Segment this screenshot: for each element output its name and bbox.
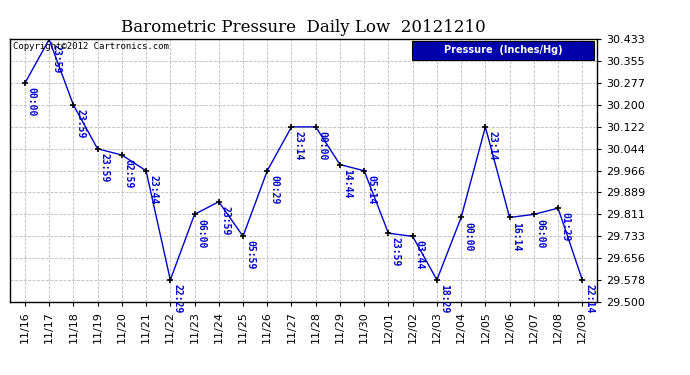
Text: Copyright©2012 Cartronics.com: Copyright©2012 Cartronics.com [13, 42, 169, 51]
Text: 18:29: 18:29 [439, 284, 449, 314]
Text: 23:44: 23:44 [148, 175, 158, 204]
Text: 05:14: 05:14 [366, 175, 376, 204]
Text: 23:59: 23:59 [391, 237, 400, 267]
Text: 00:29: 00:29 [269, 175, 279, 204]
Text: 02:59: 02:59 [124, 159, 134, 189]
Text: 00:00: 00:00 [463, 222, 473, 251]
Text: 22:14: 22:14 [584, 284, 594, 314]
Title: Barometric Pressure  Daily Low  20121210: Barometric Pressure Daily Low 20121210 [121, 20, 486, 36]
Text: Pressure  (Inches/Hg): Pressure (Inches/Hg) [444, 45, 562, 56]
Text: 23:59: 23:59 [75, 109, 86, 138]
Text: 06:00: 06:00 [535, 219, 546, 248]
Text: 00:00: 00:00 [27, 87, 37, 117]
Text: 05:59: 05:59 [245, 240, 255, 270]
Text: 23:14: 23:14 [487, 131, 497, 160]
Text: 23:14: 23:14 [293, 131, 304, 160]
Text: 22:29: 22:29 [172, 284, 182, 314]
Text: 14:44: 14:44 [342, 169, 352, 198]
Text: 23:59: 23:59 [51, 44, 61, 73]
Text: 03:44: 03:44 [415, 240, 424, 270]
Text: 16:14: 16:14 [511, 222, 522, 251]
Text: 01:29: 01:29 [560, 212, 570, 242]
FancyBboxPatch shape [412, 41, 594, 60]
Text: 00:00: 00:00 [317, 131, 328, 160]
Text: 23:59: 23:59 [221, 206, 230, 235]
Text: 06:00: 06:00 [197, 219, 206, 248]
Text: 23:59: 23:59 [99, 153, 110, 182]
